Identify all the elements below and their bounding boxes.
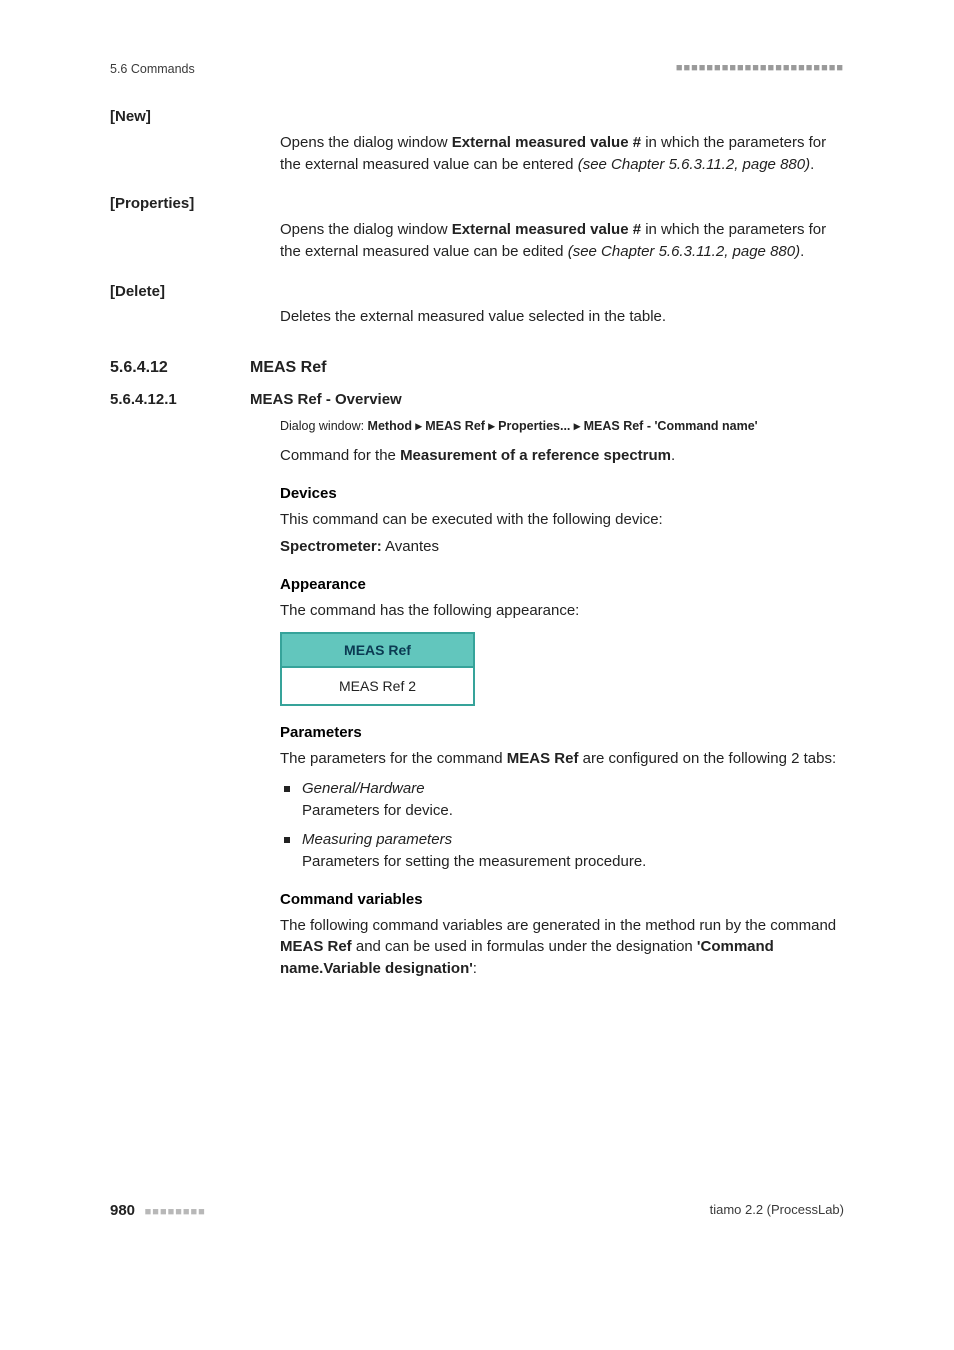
parameters-heading: Parameters — [280, 722, 844, 744]
subsection-number: 5.6.4.12.1 — [110, 389, 250, 411]
properties-post: . — [800, 243, 804, 260]
new-paragraph: Opens the dialog window External measure… — [280, 132, 844, 176]
list-item-desc: Parameters for setting the measurement p… — [302, 853, 646, 870]
parameters-post: are configured on the following 2 tabs: — [578, 750, 836, 767]
spectrometer-label: Spectrometer: — [280, 538, 382, 555]
footer-product: tiamo 2.2 (ProcessLab) — [710, 1201, 844, 1220]
meas-ref-box: MEAS Ref MEAS Ref 2 — [280, 632, 475, 707]
properties-ital: (see Chapter 5.6.3.11.2, page 880) — [568, 243, 800, 260]
intro-post: . — [671, 447, 675, 464]
footer-dots: ■■■■■■■■ — [145, 1206, 206, 1218]
appearance-line: The command has the following appearance… — [280, 600, 844, 622]
section-title: MEAS Ref — [250, 356, 326, 379]
appearance-heading: Appearance — [280, 574, 844, 596]
list-item-title: General/Hardware — [302, 780, 425, 797]
new-bold: External measured value # — [452, 134, 641, 151]
devices-line: This command can be executed with the fo… — [280, 509, 844, 531]
meas-ref-box-body: MEAS Ref 2 — [282, 668, 473, 704]
new-pre: Opens the dialog window — [280, 134, 452, 151]
delete-heading: [Delete] — [110, 281, 844, 303]
properties-heading: [Properties] — [110, 193, 844, 215]
list-item-title: Measuring parameters — [302, 831, 452, 848]
parameters-line: The parameters for the command MEAS Ref … — [280, 748, 844, 770]
intro-paragraph: Command for the Measurement of a referen… — [280, 445, 844, 467]
subsection-title: MEAS Ref - Overview — [250, 389, 402, 411]
parameters-bold: MEAS Ref — [507, 750, 579, 767]
footer-left: 980 ■■■■■■■■ — [110, 1200, 206, 1222]
cmdvars-post: : — [473, 960, 477, 977]
section-heading: 5.6.4.12 MEAS Ref — [110, 356, 844, 379]
spectrometer-line: Spectrometer: Avantes — [280, 536, 844, 558]
intro-pre: Command for the — [280, 447, 400, 464]
page-footer: 980 ■■■■■■■■ tiamo 2.2 (ProcessLab) — [110, 1200, 844, 1222]
properties-pre: Opens the dialog window — [280, 221, 452, 238]
section-number: 5.6.4.12 — [110, 356, 250, 379]
new-heading: [New] — [110, 106, 844, 128]
subsection-heading: 5.6.4.12.1 MEAS Ref - Overview — [110, 389, 844, 411]
cmdvars-bold1: MEAS Ref — [280, 938, 352, 955]
properties-bold: External measured value # — [452, 221, 641, 238]
meas-ref-box-title: MEAS Ref — [282, 634, 473, 668]
cmdvars-mid: and can be used in formulas under the de… — [352, 938, 697, 955]
cmdvars-pre: The following command variables are gene… — [280, 917, 836, 934]
properties-paragraph: Opens the dialog window External measure… — [280, 219, 844, 263]
header-dots: ■■■■■■■■■■■■■■■■■■■■■■ — [676, 61, 844, 77]
running-header: 5.6 Commands ■■■■■■■■■■■■■■■■■■■■■■ — [110, 60, 844, 78]
dialog-path: Method ▸ MEAS Ref ▸ Properties... ▸ MEAS… — [368, 419, 758, 433]
command-variables-paragraph: The following command variables are gene… — [280, 915, 844, 980]
command-variables-heading: Command variables — [280, 889, 844, 911]
page-number: 980 — [110, 1202, 135, 1219]
delete-paragraph: Deletes the external measured value sele… — [280, 306, 844, 328]
list-item-desc: Parameters for device. — [302, 802, 453, 819]
list-item: Measuring parameters Parameters for sett… — [280, 829, 844, 873]
new-post: . — [810, 156, 814, 173]
parameters-pre: The parameters for the command — [280, 750, 507, 767]
new-ital: (see Chapter 5.6.3.11.2, page 880) — [578, 156, 810, 173]
header-left: 5.6 Commands — [110, 60, 195, 78]
intro-bold: Measurement of a reference spectrum — [400, 447, 671, 464]
spectrometer-value: Avantes — [382, 538, 439, 555]
parameters-list: General/Hardware Parameters for device. … — [280, 778, 844, 873]
dialog-window-line: Dialog window: Method ▸ MEAS Ref ▸ Prope… — [280, 417, 844, 435]
dialog-prefix: Dialog window: — [280, 419, 368, 433]
devices-heading: Devices — [280, 483, 844, 505]
list-item: General/Hardware Parameters for device. — [280, 778, 844, 822]
